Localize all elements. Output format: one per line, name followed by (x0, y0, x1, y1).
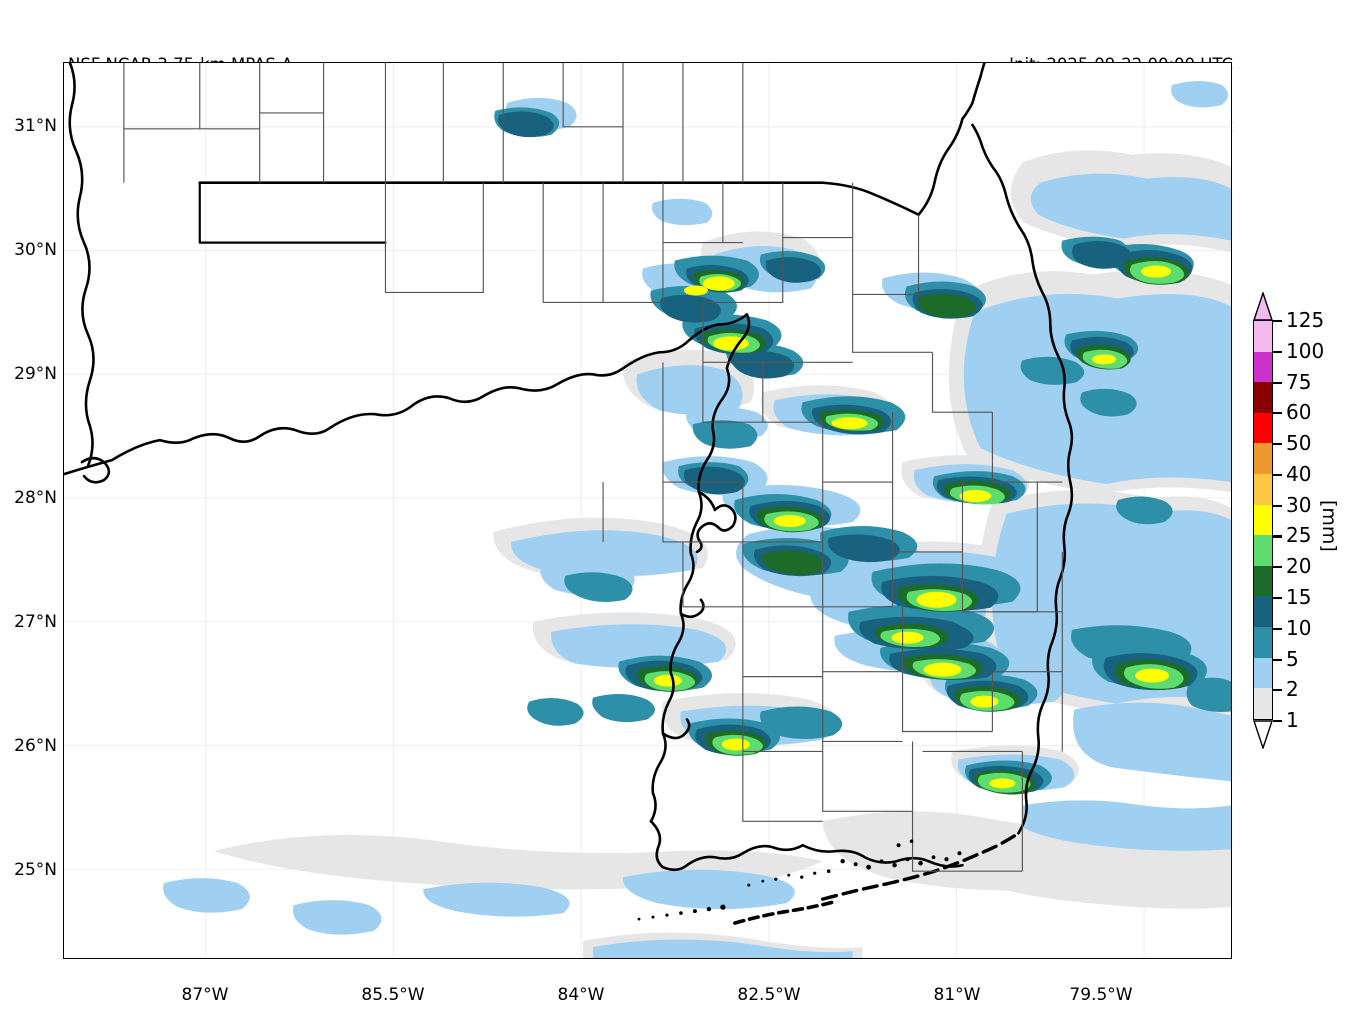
band-25-30 (1254, 535, 1272, 566)
band-30-40 (1254, 504, 1272, 536)
lon-tick-79p5W: 79.5°W (1069, 985, 1133, 1005)
lon-tick-82p5W: 82.5°W (737, 985, 801, 1005)
cb-label-30: 30 (1286, 492, 1312, 517)
lat-tick-28N: 28°N (14, 488, 57, 508)
colorbar-over-arrow (1253, 292, 1273, 321)
lon-tick-84W: 84°W (557, 985, 605, 1005)
cb-label-5: 5 (1286, 646, 1299, 671)
cb-label-15: 15 (1286, 584, 1312, 609)
cb-label-2: 2 (1286, 677, 1299, 702)
band-60-75 (1254, 412, 1272, 444)
cb-label-20: 20 (1286, 554, 1312, 579)
colorbar-under-arrow (1253, 720, 1273, 749)
lat-tick-29N: 29°N (14, 364, 57, 384)
cb-label-50: 50 (1286, 431, 1312, 456)
lat-tick-30N: 30°N (14, 240, 57, 260)
lon-tick-87W: 87°W (181, 985, 229, 1005)
band-40-50 (1254, 474, 1272, 505)
colorbar-bands (1253, 320, 1273, 720)
colorbar-ticks (1273, 320, 1282, 723)
cb-label-100: 100 (1286, 338, 1325, 363)
keys-islands (637, 839, 962, 921)
lat-tick-26N: 26°N (14, 736, 57, 756)
precipitation-map (64, 63, 1231, 958)
cb-label-40: 40 (1286, 461, 1312, 486)
band-15-20 (1254, 596, 1272, 628)
band-20-25 (1254, 565, 1272, 597)
cb-label-125: 125 (1286, 308, 1325, 332)
lon-tick-85p5W: 85.5°W (361, 985, 425, 1005)
colorbar[interactable]: 125 100 75 60 50 40 30 25 20 15 10 5 2 1 (1250, 292, 1324, 749)
map-canvas (64, 63, 1231, 958)
county-borders (123, 63, 1063, 872)
precip-band-25-30mm (653, 265, 1172, 789)
lon-tick-81W: 81°W (933, 985, 981, 1005)
cb-label-75: 75 (1286, 369, 1312, 394)
cb-label-10: 10 (1286, 615, 1312, 640)
coastline-and-state-borders (64, 63, 1074, 925)
band-50-60 (1254, 443, 1272, 475)
band-2-5 (1254, 688, 1272, 719)
band-75-100 (1254, 382, 1272, 413)
latitude-axis: 31°N 30°N 29°N 28°N 27°N 26°N 25°N (0, 0, 57, 1023)
band-over-125 (1254, 321, 1272, 352)
band-100-125 (1254, 351, 1272, 383)
cb-label-25: 25 (1286, 523, 1312, 548)
colorbar-unit-label: [mm] (1318, 500, 1340, 552)
band-10-15 (1254, 627, 1272, 658)
cb-label-60: 60 (1286, 400, 1312, 425)
cb-label-1: 1 (1286, 708, 1299, 732)
band-5-10 (1254, 657, 1272, 689)
map-plot-area (63, 62, 1232, 959)
lat-tick-25N: 25°N (14, 860, 57, 880)
lat-tick-31N: 31°N (14, 116, 57, 136)
lat-tick-27N: 27°N (14, 612, 57, 632)
